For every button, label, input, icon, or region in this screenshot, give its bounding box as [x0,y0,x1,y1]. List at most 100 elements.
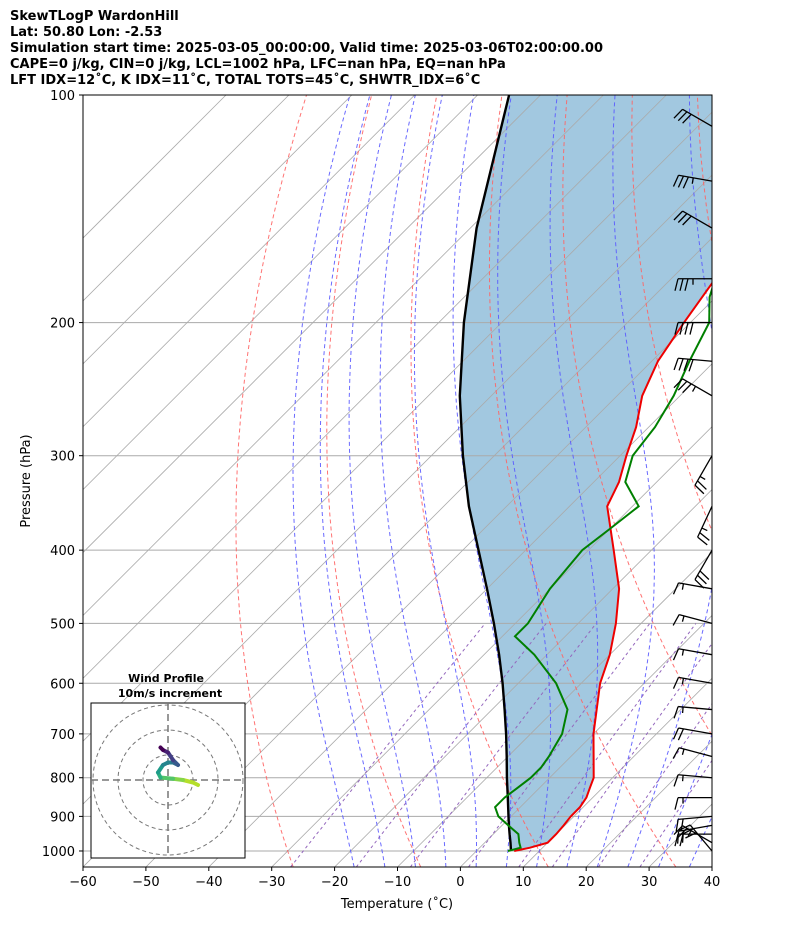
x-tick-label: −60 [69,875,96,890]
y-tick-label: 800 [50,772,75,787]
y-tick-label: 700 [50,728,75,743]
x-tick-label: −40 [195,875,222,890]
wind-barb [673,705,713,719]
moist-adiabat-line [413,95,477,867]
y-tick-label: 500 [50,617,75,632]
isotherm-line [334,489,712,867]
axis-layer: −60 −50 −40 −30 −20 −10 0 10 20 30 40 1000 900 800 700… [42,89,720,890]
location-line: Lat: 50.80 Lon: -2.53 [10,25,163,40]
wind-barb [672,174,713,189]
moist-adiabat-line [549,95,599,867]
moist-adiabat-line [497,95,552,867]
parcel-area-fill [459,95,712,851]
wind-barb [672,676,713,689]
wind-barb [694,455,713,495]
wind-barb [673,378,713,397]
y-tick-label: 1000 [42,845,75,860]
cape-line: CAPE=0 j/kg, CIN=0 j/kg, LCL=1002 hPa, L… [10,57,506,72]
moist-adiabat-line [319,95,386,867]
wind-barb [675,815,713,832]
isotherm-line [208,363,712,867]
wind-barb [672,648,713,661]
mixing-ratio-line [355,623,547,867]
dry-adiabat-line [410,95,549,867]
mixing-ratio-line [290,623,486,867]
hodograph-segment [158,775,175,781]
isotherm-line [83,95,353,365]
isotherm-line [523,677,712,867]
grid-layer [83,95,794,867]
moist-adiabat-line [627,95,712,867]
isotherm-line [145,300,712,867]
isotherm-line [83,95,415,428]
isotherm-line [397,551,712,867]
time-line: Simulation start time: 2025-03-05_00:00:… [10,41,603,56]
y-tick-label: 200 [50,317,75,332]
cape-fill-layer [459,95,712,851]
mixing-ratio-line [597,702,712,867]
wind-barb [674,321,712,335]
y-tick-label: 900 [50,810,75,825]
isotherm-line [711,866,712,867]
wind-barb [673,108,713,127]
x-tick-label: 10 [515,875,532,890]
indices-line: LFT IDX=12˚C, K IDX=11˚C, TOTAL TOTS=45˚… [10,73,481,88]
isotherm-line [271,426,712,867]
mixing-ratio-line [639,759,712,867]
moist-adiabat-line [658,733,712,867]
wind-barb [672,747,713,759]
wind-barb [672,727,713,741]
chart-title: SkewTLogP WardonHill [10,9,179,24]
x-tick-label: 0 [456,875,464,890]
wind-barb [676,824,713,844]
x-tick-label: −20 [321,875,348,890]
dry-adiabat-line [235,95,307,867]
y-tick-label: 300 [50,450,75,465]
hodograph-segment [158,745,165,752]
wind-barb [673,210,713,229]
isotherm-line [83,95,290,302]
wind-barb [674,796,712,810]
wind-barb [672,613,713,626]
dry-adiabat-line [631,95,712,532]
x-tick-label: −50 [132,875,159,890]
hodograph [90,702,246,859]
isotherm-line [83,95,227,239]
isotherm-line [83,95,541,554]
parcel-profile-line [458,95,513,852]
x-axis-label: Temperature (˚C) [340,896,453,912]
isotherm-line [775,95,794,867]
wind-barb [697,506,713,546]
moist-adiabat-line [720,95,794,867]
x-tick-label: −10 [384,875,411,890]
moist-adiabat-line [379,95,447,867]
hodograph-subtitle: 10m/s increment [118,687,222,700]
isotherm-line [460,614,712,867]
isotherm-line [83,95,604,616]
isotherm-line [83,111,712,742]
dry-adiabat-line [488,95,677,867]
temperature-line [513,281,712,852]
dry-adiabat-line [763,95,794,867]
hodograph-title: Wind Profile [128,672,204,685]
x-tick-label: 30 [641,875,658,890]
y-tick-label: 100 [50,89,75,104]
wind-barb [694,549,713,589]
mixing-ratio-line [468,623,651,867]
y-tick-label: 600 [50,677,75,692]
moist-adiabat-line [292,95,355,867]
isotherm-line [83,95,667,679]
isotherm-line [83,95,478,491]
wind-barb [672,582,713,595]
wind-barb [673,357,713,372]
wind-barb [674,278,712,291]
y-axis-label: Pressure (hPa) [19,434,34,527]
mixing-ratio-line [551,642,712,867]
mixing-ratio-line [518,623,697,867]
wind-barb-layer [672,108,713,852]
x-tick-label: 40 [704,875,721,890]
moist-adiabat-line [596,95,655,867]
x-tick-label: 20 [578,875,595,890]
wind-barb [673,774,713,787]
